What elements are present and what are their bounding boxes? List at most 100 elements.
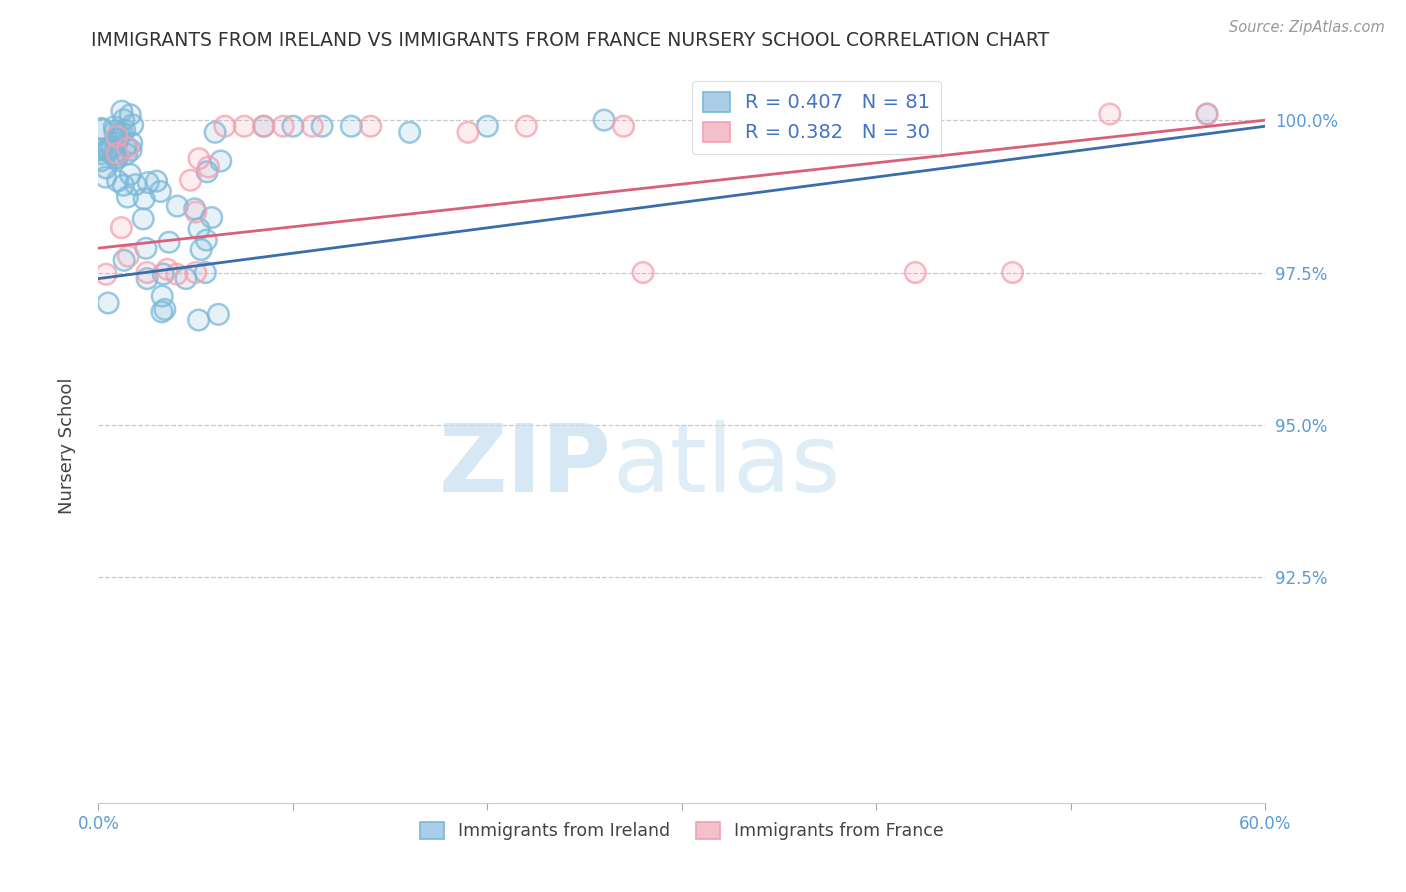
Point bbox=[201, 211, 224, 225]
Point bbox=[115, 147, 138, 161]
Point bbox=[90, 153, 112, 168]
Point bbox=[114, 123, 136, 137]
Point bbox=[104, 152, 127, 166]
Text: ZIP: ZIP bbox=[439, 420, 612, 512]
Point bbox=[613, 120, 636, 134]
Point bbox=[166, 199, 188, 213]
Point bbox=[271, 120, 294, 134]
Point bbox=[515, 120, 537, 134]
Point bbox=[89, 143, 111, 157]
Point bbox=[311, 120, 333, 134]
Point bbox=[104, 124, 127, 138]
Point bbox=[214, 120, 236, 134]
Point bbox=[183, 202, 205, 216]
Point bbox=[301, 120, 323, 134]
Point bbox=[311, 120, 333, 134]
Point bbox=[157, 235, 180, 250]
Point bbox=[184, 266, 207, 280]
Point bbox=[112, 178, 135, 193]
Point bbox=[105, 129, 128, 144]
Point bbox=[748, 113, 770, 128]
Point bbox=[153, 302, 176, 317]
Point bbox=[104, 132, 127, 146]
Point bbox=[904, 266, 927, 280]
Point bbox=[281, 120, 304, 134]
Point bbox=[340, 120, 363, 134]
Point bbox=[253, 120, 276, 134]
Point bbox=[104, 132, 127, 146]
Legend: Immigrants from Ireland, Immigrants from France: Immigrants from Ireland, Immigrants from… bbox=[411, 813, 953, 849]
Point bbox=[204, 125, 226, 139]
Point bbox=[190, 243, 212, 257]
Point bbox=[117, 249, 139, 263]
Point bbox=[1195, 107, 1218, 121]
Text: IMMIGRANTS FROM IRELAND VS IMMIGRANTS FROM FRANCE NURSERY SCHOOL CORRELATION CHA: IMMIGRANTS FROM IRELAND VS IMMIGRANTS FR… bbox=[91, 31, 1050, 50]
Point bbox=[195, 165, 218, 179]
Point bbox=[477, 120, 499, 134]
Point bbox=[105, 146, 128, 161]
Point bbox=[108, 128, 131, 142]
Point bbox=[150, 289, 173, 303]
Point bbox=[89, 143, 111, 157]
Point bbox=[190, 243, 212, 257]
Point bbox=[105, 151, 128, 165]
Point bbox=[188, 222, 211, 236]
Point bbox=[281, 120, 304, 134]
Point bbox=[149, 185, 172, 199]
Point bbox=[204, 125, 226, 139]
Point bbox=[136, 266, 159, 280]
Point bbox=[207, 307, 229, 321]
Point bbox=[134, 192, 156, 206]
Point bbox=[180, 173, 202, 187]
Point bbox=[112, 178, 135, 193]
Point bbox=[593, 113, 616, 128]
Point bbox=[136, 271, 159, 285]
Point bbox=[111, 104, 134, 119]
Point bbox=[183, 202, 205, 216]
Point bbox=[120, 167, 142, 181]
Point bbox=[124, 178, 146, 192]
Point bbox=[157, 235, 180, 250]
Point bbox=[398, 125, 420, 139]
Point bbox=[112, 112, 135, 127]
Text: atlas: atlas bbox=[612, 420, 841, 512]
Point bbox=[103, 147, 125, 161]
Point bbox=[91, 122, 114, 136]
Point bbox=[156, 262, 179, 277]
Point bbox=[195, 233, 218, 247]
Point bbox=[94, 161, 117, 175]
Point bbox=[184, 205, 207, 219]
Point bbox=[124, 178, 146, 192]
Point bbox=[97, 141, 120, 155]
Point bbox=[136, 176, 159, 190]
Point bbox=[194, 266, 217, 280]
Point bbox=[207, 307, 229, 321]
Point bbox=[91, 122, 114, 136]
Point bbox=[174, 271, 197, 285]
Point bbox=[360, 120, 382, 134]
Point bbox=[233, 120, 256, 134]
Point bbox=[114, 139, 136, 153]
Point bbox=[111, 126, 134, 140]
Point bbox=[94, 170, 117, 185]
Point bbox=[117, 249, 139, 263]
Text: Source: ZipAtlas.com: Source: ZipAtlas.com bbox=[1229, 20, 1385, 35]
Point bbox=[253, 120, 276, 134]
Point bbox=[145, 174, 167, 188]
Point bbox=[94, 170, 117, 185]
Point bbox=[166, 267, 188, 281]
Point bbox=[145, 174, 167, 188]
Point bbox=[105, 136, 128, 150]
Point bbox=[104, 148, 127, 162]
Point bbox=[166, 267, 188, 281]
Point bbox=[97, 141, 120, 155]
Point bbox=[150, 305, 173, 319]
Point bbox=[120, 143, 142, 157]
Point bbox=[103, 120, 125, 134]
Point bbox=[90, 153, 112, 168]
Point bbox=[117, 190, 139, 204]
Point bbox=[201, 211, 224, 225]
Point bbox=[187, 313, 209, 327]
Point bbox=[197, 160, 219, 174]
Point bbox=[115, 147, 138, 161]
